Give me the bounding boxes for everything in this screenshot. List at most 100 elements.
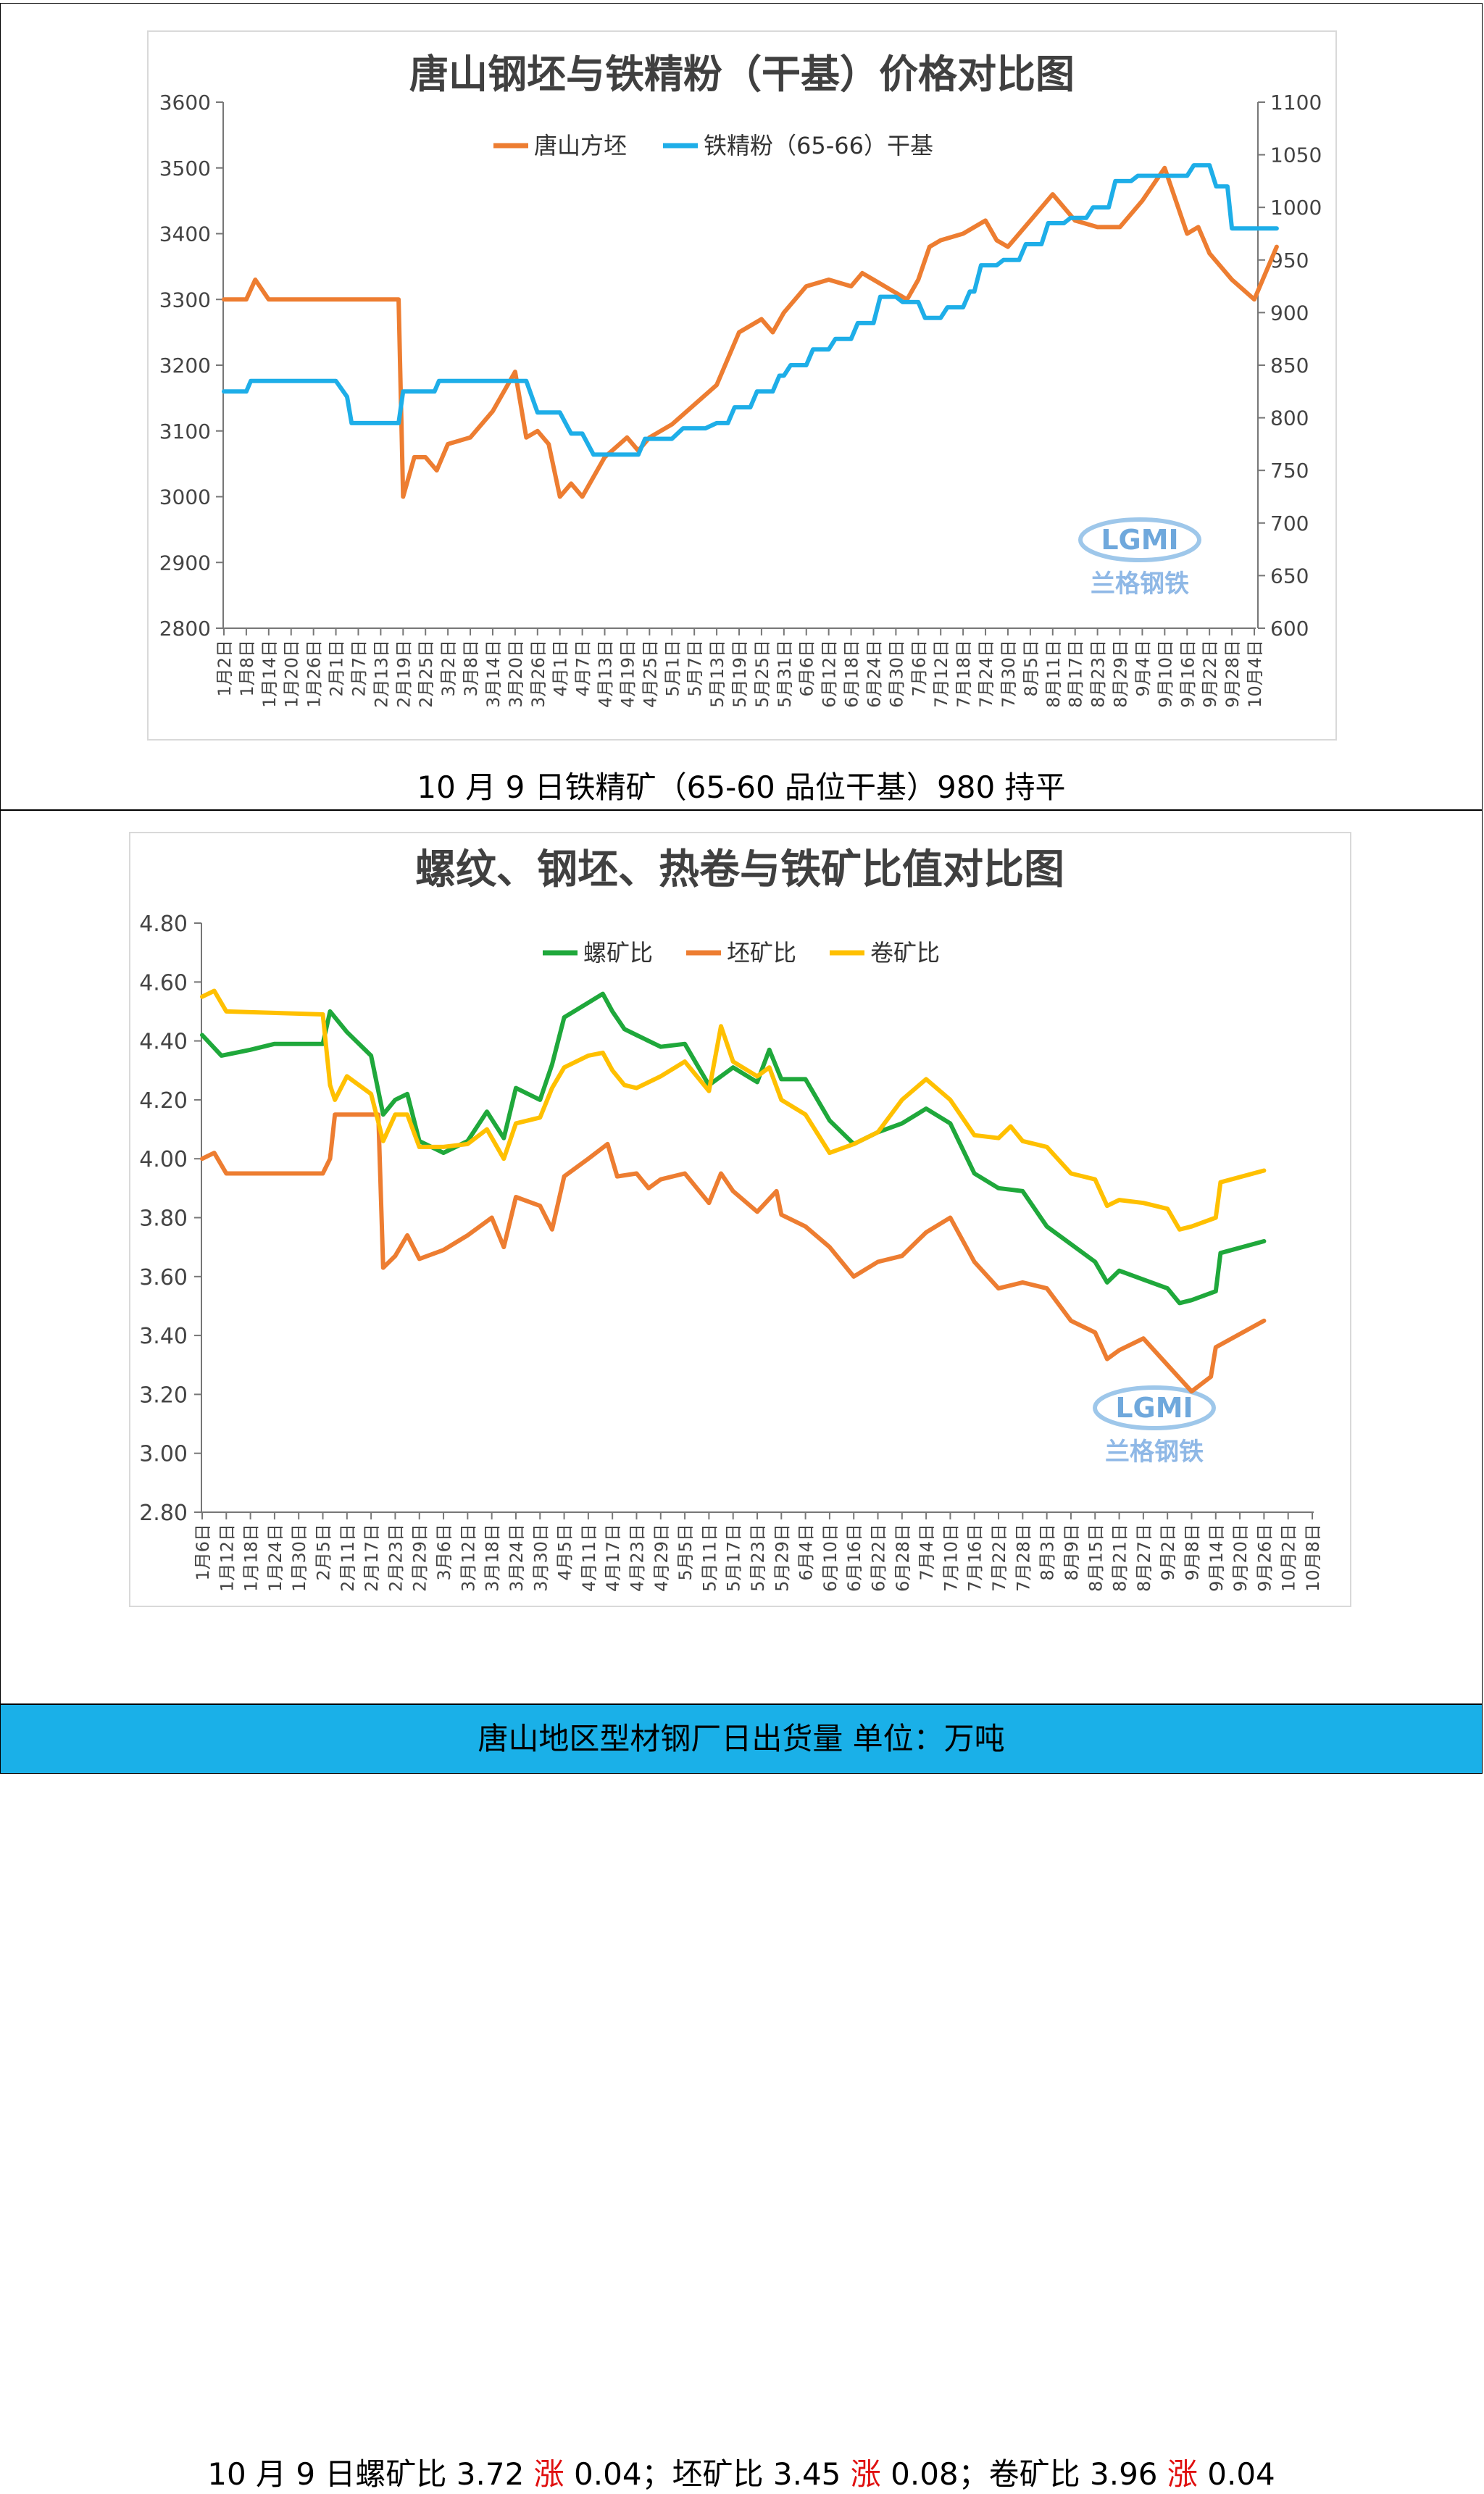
x-tick-label: 1月2日	[214, 640, 235, 697]
x-tick-label: 10月2日	[1279, 1524, 1299, 1592]
x-tick-label: 7月10日	[941, 1524, 961, 1592]
x-tick-label: 3月24日	[507, 1524, 527, 1592]
x-tick-label: 2月25日	[416, 640, 436, 708]
x-tick-label: 8月15日	[1085, 1524, 1106, 1592]
x-tick-label: 6月30日	[886, 640, 906, 708]
rise-label: 涨	[533, 2456, 564, 2492]
rise-label: 涨	[1167, 2456, 1198, 2492]
x-tick-label: 1月14日	[259, 640, 280, 708]
series-line	[200, 1112, 1267, 1394]
x-tick-label: 8月3日	[1038, 1524, 1058, 1581]
x-tick-label: 9月10日	[1155, 640, 1175, 708]
iron-ore-caption: 10 月 9 日铁精矿（65-60 品位干基）980 持平	[417, 770, 1066, 805]
x-tick-label: 5月1日	[662, 640, 683, 697]
x-tick-label: 8月17日	[1066, 640, 1086, 708]
left-y-tick-label: 3200	[159, 354, 211, 378]
x-tick-label: 5月17日	[724, 1524, 744, 1592]
x-tick-label: 8月21日	[1110, 1524, 1130, 1592]
x-tick-label: 5月11日	[699, 1524, 720, 1592]
watermark-text: 兰格钢铁	[1091, 570, 1189, 599]
y-tick-label: 3.80	[139, 1206, 188, 1232]
series-line	[200, 991, 1267, 1306]
right-y-tick-label: 600	[1270, 617, 1309, 641]
right-y-tick-label: 1000	[1270, 196, 1322, 220]
x-tick-label: 1月8日	[237, 640, 257, 697]
watermark-logo-ring	[1093, 1385, 1216, 1430]
x-tick-label: 6月28日	[893, 1524, 913, 1592]
x-tick-label: 3月30日	[530, 1524, 551, 1592]
y-tick-label: 2.80	[139, 1501, 188, 1526]
left-y-tick-label: 3300	[159, 288, 211, 312]
x-tick-label: 2月17日	[362, 1524, 382, 1592]
x-tick-label: 2月1日	[327, 640, 347, 697]
x-tick-label: 8月23日	[1088, 640, 1109, 708]
x-tick-label: 6月6日	[797, 640, 817, 697]
chart-title: 螺纹、钢坯、热卷与铁矿比值对比图	[415, 846, 1064, 893]
right-y-tick-label: 850	[1270, 354, 1309, 378]
x-tick-label: 3月18日	[483, 1524, 503, 1592]
chart-frame	[129, 832, 1351, 1607]
left-y-tick-label: 3100	[159, 420, 211, 443]
x-tick-label: 7月22日	[989, 1524, 1009, 1592]
x-tick-label: 9月8日	[1182, 1524, 1202, 1581]
x-tick-label: 4月29日	[651, 1524, 672, 1592]
x-tick-label: 1月18日	[241, 1524, 262, 1592]
series-line	[222, 165, 1279, 499]
x-tick-label: 4月25日	[640, 640, 660, 708]
x-tick-label: 4月13日	[596, 640, 616, 708]
x-tick-label: 3月6日	[434, 1524, 454, 1581]
x-tick-label: 6月24日	[864, 640, 884, 708]
rise-label: 涨	[850, 2456, 881, 2492]
x-tick-label: 3月8日	[461, 640, 481, 697]
x-tick-label: 5月23日	[748, 1524, 768, 1592]
ratio-caption-part: 0.04	[1197, 2456, 1275, 2492]
x-tick-label: 6月12日	[820, 640, 840, 708]
x-tick-label: 9月20日	[1230, 1524, 1251, 1592]
x-tick-label: 5月5日	[675, 1524, 696, 1581]
x-tick-label: 4月17日	[603, 1524, 623, 1592]
x-tick-label: 7月12日	[931, 640, 951, 708]
watermark-logo-ring	[1078, 517, 1201, 562]
x-tick-label: 9月26日	[1254, 1524, 1275, 1592]
x-tick-label: 5月29日	[772, 1524, 792, 1592]
x-tick-label: 3月26日	[528, 640, 549, 708]
ratio-caption-part: 0.04；坯矿比 3.45	[564, 2456, 851, 2492]
x-tick-label: 10月4日	[1245, 640, 1265, 708]
right-y-tick-label: 950	[1270, 249, 1309, 272]
x-tick-label: 9月14日	[1206, 1524, 1227, 1592]
section-banner: 唐山地区型材钢厂日出货量 单位：万吨	[0, 1704, 1483, 1774]
y-tick-label: 4.20	[139, 1088, 188, 1114]
legend-label: 螺矿比	[583, 939, 653, 967]
x-tick-label: 7月28日	[1013, 1524, 1033, 1592]
x-tick-label: 10月8日	[1303, 1524, 1323, 1592]
right-y-tick-label: 900	[1270, 301, 1309, 325]
x-tick-label: 7月18日	[954, 640, 974, 708]
x-tick-label: 5月25日	[752, 640, 772, 708]
x-tick-label: 7月30日	[999, 640, 1019, 708]
series-line	[200, 988, 1267, 1232]
x-tick-label: 9月22日	[1200, 640, 1220, 708]
x-tick-label: 1月6日	[193, 1524, 213, 1581]
x-tick-label: 3月14日	[483, 640, 504, 708]
legend-label: 唐山方坯	[534, 132, 627, 159]
y-tick-label: 4.00	[139, 1147, 188, 1172]
x-tick-label: 3月12日	[458, 1524, 478, 1592]
right-y-tick-label: 1100	[1270, 91, 1322, 114]
y-tick-label: 3.00	[139, 1442, 188, 1467]
left-y-tick-label: 3000	[159, 485, 211, 509]
right-y-tick-label: 650	[1270, 564, 1309, 588]
legend-label: 卷矿比	[870, 939, 940, 967]
x-tick-label: 5月7日	[685, 640, 705, 697]
x-tick-label: 7月16日	[965, 1524, 985, 1592]
x-tick-label: 4月11日	[579, 1524, 599, 1592]
y-tick-label: 4.80	[139, 912, 188, 937]
x-tick-label: 1月12日	[217, 1524, 237, 1592]
right-y-tick-label: 750	[1270, 459, 1309, 483]
watermark-logo: LGMI	[1115, 1392, 1193, 1424]
x-tick-label: 5月19日	[730, 640, 750, 708]
y-tick-label: 4.40	[139, 1030, 188, 1055]
ratio-caption: 10 月 9 日螺矿比 3.72 涨 0.04；坯矿比 3.45 涨 0.08；…	[1, 2450, 1482, 2494]
right-y-tick-label: 700	[1270, 512, 1309, 535]
x-tick-label: 7月4日	[917, 1524, 937, 1581]
series-line	[222, 163, 1279, 457]
